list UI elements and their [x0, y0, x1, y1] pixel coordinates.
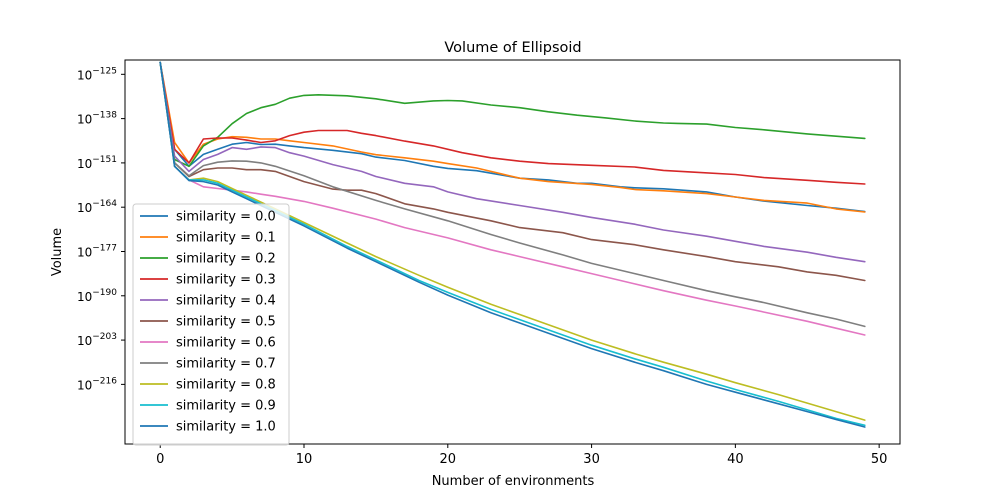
series-line-2 — [159, 61, 866, 168]
x-tick-label: 10 — [296, 452, 313, 467]
y-tick-base: 10 — [77, 201, 92, 215]
x-tick-label: 50 — [871, 452, 888, 467]
y-tick-exponent: −125 — [92, 66, 117, 76]
series-line-9 — [159, 61, 866, 427]
y-tick-base: 10 — [77, 290, 92, 304]
legend-label: similarity = 0.2 — [176, 252, 276, 267]
y-tick-exponent: −190 — [92, 288, 117, 298]
legend-label: similarity = 0.8 — [176, 378, 276, 393]
y-tick-exponent: −216 — [92, 376, 117, 386]
y-tick-label: 10−190 — [77, 288, 117, 304]
series-line-4 — [159, 61, 866, 263]
legend-label: similarity = 0.9 — [176, 399, 276, 414]
series-line-3 — [159, 61, 866, 185]
series-line-7 — [159, 61, 866, 328]
y-axis-label: Volume — [50, 228, 65, 276]
legend-label: similarity = 0.3 — [176, 273, 276, 288]
y-tick-base: 10 — [77, 378, 92, 392]
chart-title: Volume of Ellipsoid — [444, 40, 581, 56]
x-axis-ticks: 0 10 20 30 40 50 — [156, 444, 887, 467]
legend: similarity = 0.0 similarity = 0.1 similari… — [132, 203, 290, 446]
y-tick-label: 10−164 — [77, 199, 117, 215]
y-tick-base: 10 — [77, 245, 92, 259]
x-tick-label: 40 — [727, 452, 744, 467]
plot-lines — [159, 61, 866, 428]
series-line-1 — [159, 61, 866, 213]
y-tick-exponent: −164 — [92, 199, 117, 209]
legend-label: similarity = 0.5 — [176, 315, 276, 330]
plot-area-frame — [124, 59, 901, 445]
legend-label: similarity = 1.0 — [176, 420, 276, 435]
x-tick-label: 0 — [156, 452, 164, 467]
y-tick-base: 10 — [77, 334, 92, 348]
series-line-10 — [159, 61, 866, 428]
legend-label: similarity = 0.1 — [176, 231, 276, 246]
legend-box — [132, 203, 290, 446]
y-tick-label: 10−151 — [77, 155, 117, 171]
series-line-6 — [159, 61, 866, 336]
legend-label: similarity = 0.0 — [176, 210, 276, 225]
x-tick-label: 30 — [583, 452, 600, 467]
y-tick-exponent: −138 — [92, 111, 117, 121]
x-axis-label: Number of environments — [432, 474, 595, 489]
y-tick-base: 10 — [77, 157, 92, 171]
series-line-8 — [159, 61, 866, 421]
y-tick-label: 10−138 — [77, 111, 117, 127]
legend-label: similarity = 0.4 — [176, 294, 276, 309]
x-tick-label: 20 — [440, 452, 457, 467]
y-tick-base: 10 — [77, 68, 92, 82]
y-tick-label: 10−203 — [77, 332, 117, 348]
y-tick-label: 10−125 — [77, 66, 117, 82]
y-tick-exponent: −177 — [92, 243, 117, 253]
y-tick-label: 10−177 — [77, 243, 117, 259]
y-tick-exponent: −151 — [92, 155, 117, 165]
legend-label: similarity = 0.7 — [176, 357, 276, 372]
y-tick-base: 10 — [77, 113, 92, 127]
y-axis-ticks: 10−12510−13810−15110−16410−17710−19010−2… — [77, 66, 125, 392]
legend-label: similarity = 0.6 — [176, 336, 276, 351]
series-line-5 — [159, 61, 866, 282]
series-line-0 — [159, 61, 866, 213]
y-tick-label: 10−216 — [77, 376, 117, 392]
y-tick-exponent: −203 — [92, 332, 117, 342]
